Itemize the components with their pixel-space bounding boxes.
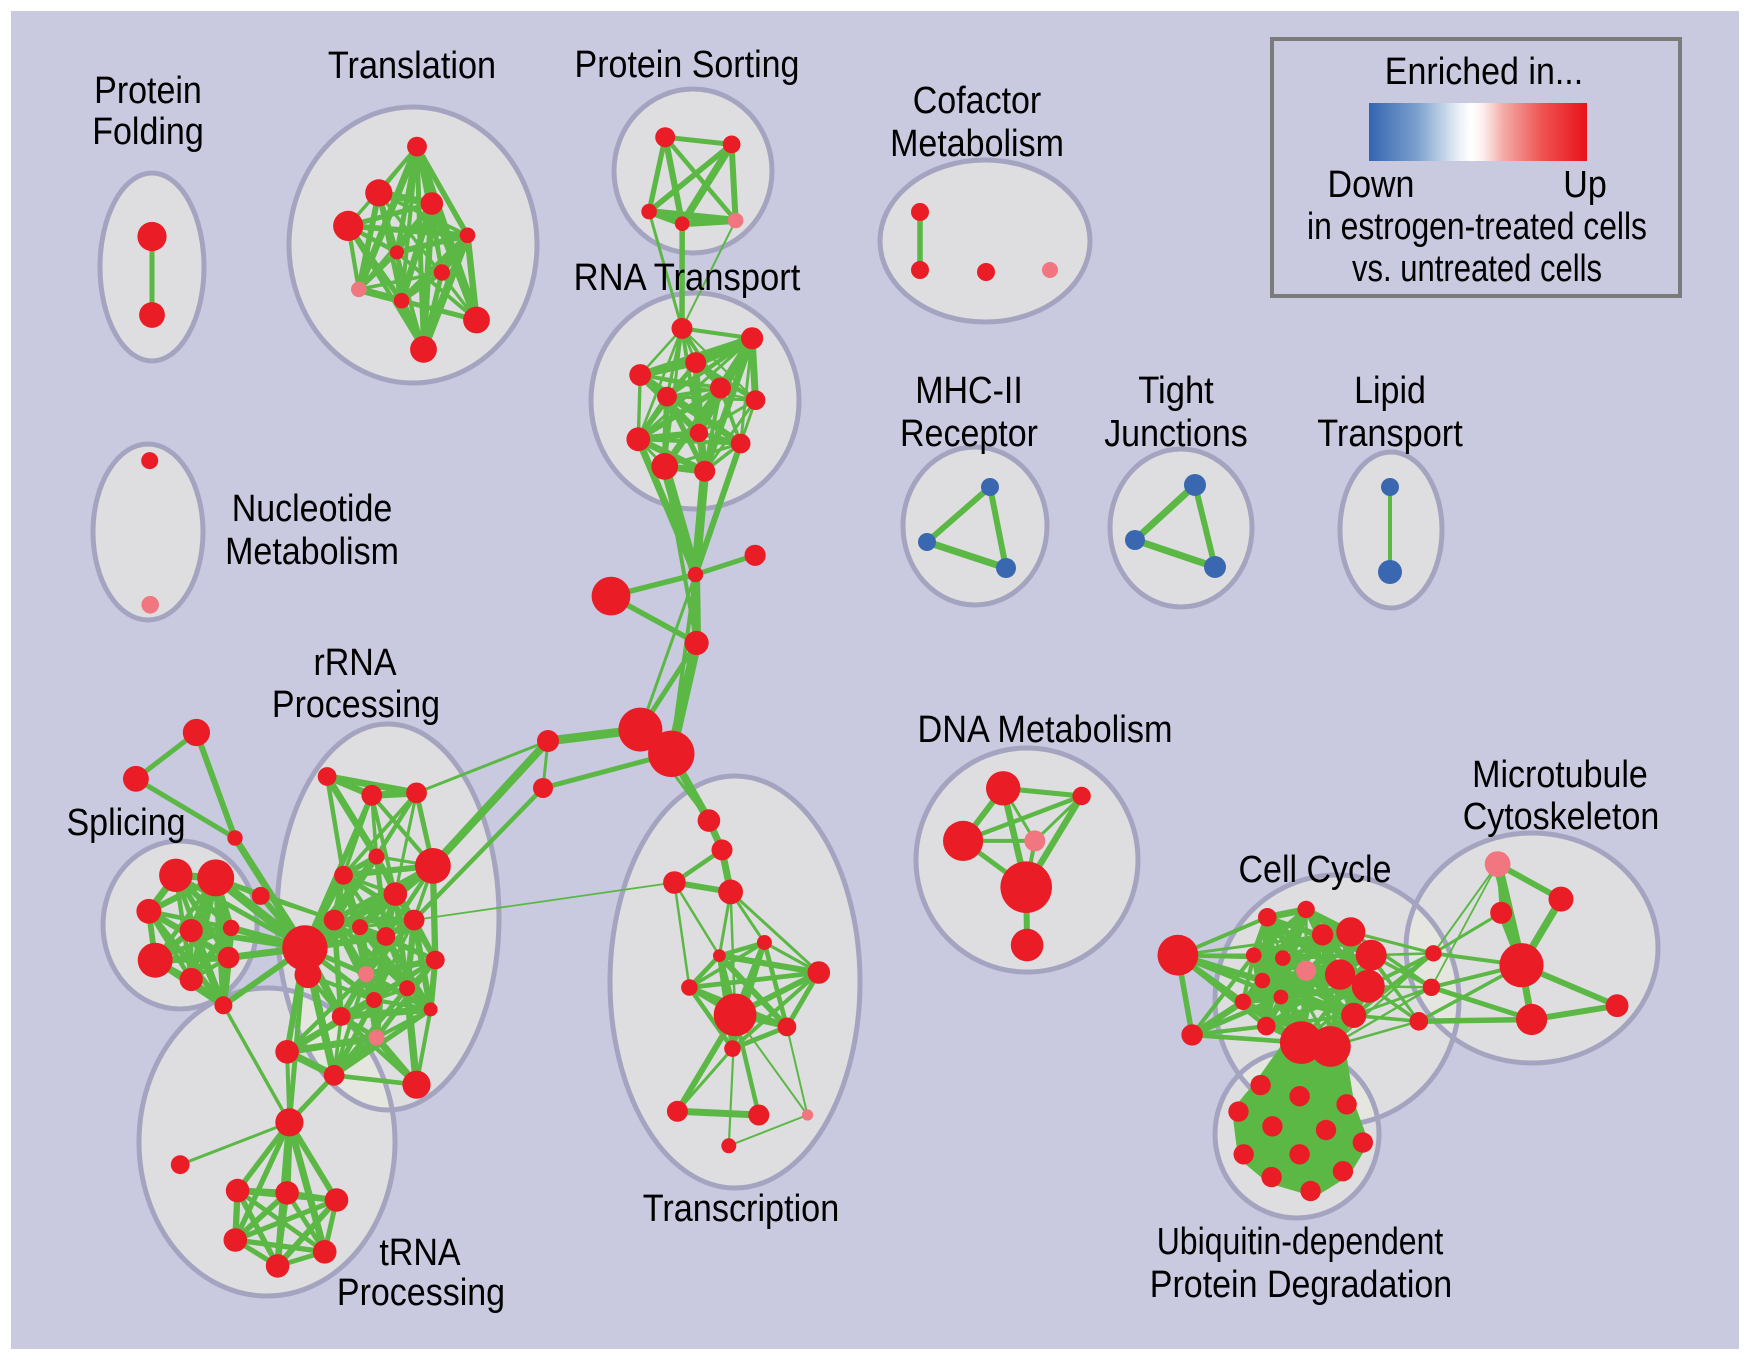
svg-text:Up: Up [1563, 164, 1607, 206]
svg-text:RNA Transport: RNA Transport [574, 257, 801, 299]
svg-text:Transcription: Transcription [643, 1188, 840, 1230]
svg-text:Folding: Folding [92, 111, 204, 153]
svg-text:tRNA: tRNA [379, 1232, 461, 1274]
svg-text:MHC-II: MHC-II [915, 370, 1023, 412]
svg-text:Translation: Translation [328, 45, 496, 87]
svg-text:Lipid: Lipid [1354, 370, 1426, 412]
svg-text:Protein: Protein [94, 70, 202, 112]
svg-text:Down: Down [1328, 164, 1415, 206]
svg-text:Metabolism: Metabolism [225, 531, 399, 573]
svg-text:Processing: Processing [337, 1272, 505, 1314]
svg-text:DNA Metabolism: DNA Metabolism [918, 709, 1173, 751]
svg-text:Splicing: Splicing [67, 802, 186, 844]
svg-text:Processing: Processing [272, 684, 440, 726]
svg-text:Transport: Transport [1317, 413, 1463, 455]
svg-text:Nucleotide: Nucleotide [232, 488, 393, 530]
svg-text:Protein Sorting: Protein Sorting [575, 44, 800, 86]
svg-text:Microtubule: Microtubule [1472, 754, 1648, 796]
svg-text:Ubiquitin-dependent: Ubiquitin-dependent [1157, 1221, 1444, 1263]
svg-text:Enriched in...: Enriched in... [1385, 51, 1583, 93]
svg-text:in estrogen-treated cells: in estrogen-treated cells [1307, 206, 1647, 248]
svg-text:Cofactor: Cofactor [913, 80, 1042, 122]
svg-text:Receptor: Receptor [900, 413, 1038, 455]
svg-text:Metabolism: Metabolism [890, 123, 1064, 165]
svg-text:rRNA: rRNA [313, 642, 397, 684]
svg-text:Junctions: Junctions [1104, 413, 1248, 455]
svg-text:vs. untreated cells: vs. untreated cells [1352, 248, 1602, 290]
svg-text:Cell Cycle: Cell Cycle [1239, 849, 1392, 891]
svg-text:Cytoskeleton: Cytoskeleton [1463, 796, 1660, 838]
svg-text:Tight: Tight [1138, 370, 1214, 412]
svg-text:Protein Degradation: Protein Degradation [1150, 1264, 1452, 1306]
